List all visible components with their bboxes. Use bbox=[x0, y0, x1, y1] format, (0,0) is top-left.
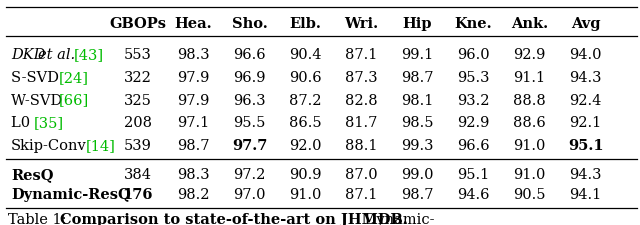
Text: L0: L0 bbox=[11, 116, 35, 130]
Text: 95.3: 95.3 bbox=[458, 71, 490, 85]
Text: 82.8: 82.8 bbox=[346, 93, 378, 107]
Text: 90.9: 90.9 bbox=[289, 167, 322, 181]
Text: Wri.: Wri. bbox=[344, 17, 379, 31]
Text: 96.6: 96.6 bbox=[234, 48, 266, 62]
Text: 87.1: 87.1 bbox=[346, 48, 378, 62]
Text: 91.0: 91.0 bbox=[513, 167, 546, 181]
Text: 88.1: 88.1 bbox=[346, 138, 378, 152]
Text: 322: 322 bbox=[124, 71, 152, 85]
Text: 81.7: 81.7 bbox=[346, 116, 378, 130]
Text: et al.: et al. bbox=[38, 48, 75, 62]
Text: 97.2: 97.2 bbox=[234, 167, 266, 181]
Text: Ank.: Ank. bbox=[511, 17, 548, 31]
Text: 539: 539 bbox=[124, 138, 152, 152]
Text: [43]: [43] bbox=[74, 48, 104, 62]
Text: [14]: [14] bbox=[86, 138, 116, 152]
Text: 98.7: 98.7 bbox=[401, 71, 434, 85]
Text: 97.9: 97.9 bbox=[177, 71, 210, 85]
Text: 95.1: 95.1 bbox=[458, 167, 490, 181]
Text: 90.5: 90.5 bbox=[513, 188, 546, 202]
Text: 97.0: 97.0 bbox=[234, 188, 266, 202]
Text: 97.9: 97.9 bbox=[177, 93, 210, 107]
Text: 93.2: 93.2 bbox=[458, 93, 490, 107]
Text: 325: 325 bbox=[124, 93, 152, 107]
Text: 99.3: 99.3 bbox=[401, 138, 434, 152]
Text: 91.1: 91.1 bbox=[513, 71, 546, 85]
Text: Skip-Conv: Skip-Conv bbox=[11, 138, 86, 152]
Text: 92.4: 92.4 bbox=[570, 93, 602, 107]
Text: 91.0: 91.0 bbox=[513, 138, 546, 152]
Text: GBOPs: GBOPs bbox=[109, 17, 166, 31]
Text: 98.5: 98.5 bbox=[401, 116, 434, 130]
Text: 98.3: 98.3 bbox=[177, 48, 210, 62]
Text: 94.3: 94.3 bbox=[570, 167, 602, 181]
Text: 384: 384 bbox=[124, 167, 152, 181]
Text: 553: 553 bbox=[124, 48, 152, 62]
Text: Kne.: Kne. bbox=[455, 17, 492, 31]
Text: ResQ: ResQ bbox=[11, 167, 53, 181]
Text: 96.3: 96.3 bbox=[234, 93, 266, 107]
Text: [24]: [24] bbox=[59, 71, 89, 85]
Text: Hea.: Hea. bbox=[175, 17, 212, 31]
Text: 95.1: 95.1 bbox=[568, 138, 604, 152]
Text: 99.1: 99.1 bbox=[401, 48, 434, 62]
Text: 98.2: 98.2 bbox=[177, 188, 210, 202]
Text: 87.3: 87.3 bbox=[346, 71, 378, 85]
Text: 94.0: 94.0 bbox=[570, 48, 602, 62]
Text: 92.1: 92.1 bbox=[570, 116, 602, 130]
Text: 86.5: 86.5 bbox=[289, 116, 322, 130]
Text: 92.0: 92.0 bbox=[289, 138, 322, 152]
Text: 88.6: 88.6 bbox=[513, 116, 546, 130]
Text: 92.9: 92.9 bbox=[458, 116, 490, 130]
Text: 90.6: 90.6 bbox=[289, 71, 322, 85]
Text: 88.8: 88.8 bbox=[513, 93, 546, 107]
Text: [66]: [66] bbox=[59, 93, 89, 107]
Text: Sho.: Sho. bbox=[232, 17, 268, 31]
Text: 208: 208 bbox=[124, 116, 152, 130]
Text: 97.7: 97.7 bbox=[232, 138, 268, 152]
Text: 98.7: 98.7 bbox=[401, 188, 434, 202]
Text: 92.9: 92.9 bbox=[513, 48, 546, 62]
Text: 96.6: 96.6 bbox=[458, 138, 490, 152]
Text: 98.7: 98.7 bbox=[177, 138, 210, 152]
Text: 98.3: 98.3 bbox=[177, 167, 210, 181]
Text: 96.9: 96.9 bbox=[234, 71, 266, 85]
Text: [35]: [35] bbox=[34, 116, 64, 130]
Text: W-SVD: W-SVD bbox=[11, 93, 67, 107]
Text: Avg: Avg bbox=[571, 17, 600, 31]
Text: DKD: DKD bbox=[11, 48, 45, 62]
Text: Elb.: Elb. bbox=[290, 17, 321, 31]
Text: 90.4: 90.4 bbox=[289, 48, 322, 62]
Text: Dynamic-ResQ: Dynamic-ResQ bbox=[11, 188, 131, 202]
Text: 91.0: 91.0 bbox=[289, 188, 322, 202]
Text: 176: 176 bbox=[122, 188, 153, 202]
Text: Table 1:: Table 1: bbox=[8, 212, 71, 225]
Text: Hip: Hip bbox=[403, 17, 433, 31]
Text: Dynamic-: Dynamic- bbox=[360, 212, 434, 225]
Text: Comparison to state-of-the-art on JHMDB.: Comparison to state-of-the-art on JHMDB. bbox=[60, 212, 408, 225]
Text: 97.1: 97.1 bbox=[177, 116, 210, 130]
Text: 87.1: 87.1 bbox=[346, 188, 378, 202]
Text: 94.3: 94.3 bbox=[570, 71, 602, 85]
Text: 95.5: 95.5 bbox=[234, 116, 266, 130]
Text: 87.0: 87.0 bbox=[346, 167, 378, 181]
Text: 94.6: 94.6 bbox=[458, 188, 490, 202]
Text: 99.0: 99.0 bbox=[401, 167, 434, 181]
Text: 87.2: 87.2 bbox=[289, 93, 322, 107]
Text: 98.1: 98.1 bbox=[401, 93, 434, 107]
Text: S-SVD: S-SVD bbox=[11, 71, 63, 85]
Text: 96.0: 96.0 bbox=[458, 48, 490, 62]
Text: 94.1: 94.1 bbox=[570, 188, 602, 202]
